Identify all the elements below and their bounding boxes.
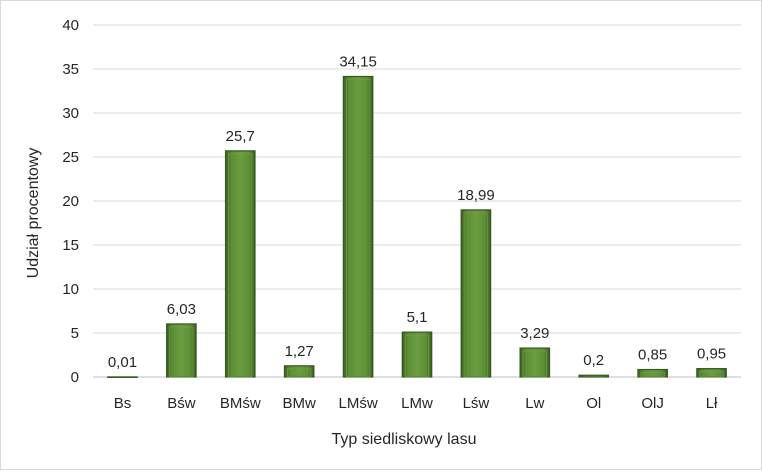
x-axis-title: Typ siedliskowy lasu xyxy=(332,431,477,448)
bar-body xyxy=(107,376,138,379)
bar-body xyxy=(224,150,256,378)
bar xyxy=(166,323,197,378)
bar xyxy=(401,331,433,378)
bars xyxy=(107,75,727,379)
data-label: 25,7 xyxy=(226,128,255,145)
x-tick-label: Bs xyxy=(114,395,132,412)
data-label: 6,03 xyxy=(167,301,196,318)
bar xyxy=(696,368,727,378)
y-tick-label: 40 xyxy=(62,17,79,34)
bar-body xyxy=(342,75,374,378)
bar-bevel xyxy=(286,368,312,378)
data-label: 1,27 xyxy=(285,343,314,360)
bar xyxy=(224,150,256,378)
x-axis-ticks: Bs Bśw BMśw BMw LMśw LMw Lśw Lw Ol OlJ Lł xyxy=(114,395,718,412)
bar-bevel xyxy=(640,372,665,378)
bar xyxy=(283,365,315,378)
bar-body xyxy=(166,323,197,378)
y-tick-label: 20 xyxy=(62,193,79,210)
x-tick-label: BMw xyxy=(283,395,317,412)
bar xyxy=(107,376,138,379)
bar xyxy=(460,209,492,378)
bar xyxy=(637,368,668,378)
data-label: 18,99 xyxy=(457,187,495,204)
x-tick-label: Bśw xyxy=(167,395,196,412)
y-tick-label: 10 xyxy=(62,281,79,298)
bar-bevel xyxy=(522,350,548,378)
bar-bevel xyxy=(404,334,430,378)
y-tick-label: 25 xyxy=(62,149,79,166)
x-tick-label: LMw xyxy=(401,395,433,412)
x-tick-label: LMśw xyxy=(339,395,378,412)
bar xyxy=(519,347,551,378)
data-label: 3,29 xyxy=(520,325,549,342)
bar-body xyxy=(519,347,551,378)
y-tick-label: 35 xyxy=(62,61,79,78)
bar-body xyxy=(283,365,315,378)
y-tick-label: 5 xyxy=(71,325,79,342)
bar-body xyxy=(696,368,727,378)
x-tick-label: BMśw xyxy=(220,395,261,412)
x-tick-label: Lw xyxy=(525,395,544,412)
data-label: 0,85 xyxy=(638,347,667,364)
bar-body xyxy=(637,368,668,378)
bar-body xyxy=(578,374,610,378)
data-label: 34,15 xyxy=(339,53,377,70)
bar-bevel xyxy=(228,153,253,378)
x-tick-label: Lł xyxy=(706,395,718,412)
bar-bevel xyxy=(169,326,194,378)
x-tick-label: Ol xyxy=(586,395,601,412)
bar xyxy=(578,374,610,378)
data-label: 0,01 xyxy=(108,354,137,371)
gridlines xyxy=(93,24,741,378)
bar-body xyxy=(460,209,492,378)
bar-body xyxy=(401,331,433,378)
data-label: 0,2 xyxy=(583,352,604,369)
x-tick-label: Lśw xyxy=(463,395,490,412)
bar-bevel xyxy=(699,371,724,378)
data-labels: 0,01 6,03 25,7 1,27 34,15 5,1 18,99 3,29 0,2 0,85… xyxy=(108,53,726,370)
bar-bevel xyxy=(345,78,371,378)
y-tick-label: 0 xyxy=(71,369,79,386)
bar-bevel xyxy=(463,212,489,378)
y-axis-title: Udział procentowy xyxy=(25,148,42,279)
data-label: 0,95 xyxy=(697,346,726,363)
y-tick-label: 15 xyxy=(62,237,79,254)
data-label: 5,1 xyxy=(407,309,428,326)
y-axis-ticks: 0 5 10 15 20 25 30 35 40 xyxy=(62,17,79,386)
y-tick-label: 30 xyxy=(62,105,79,122)
x-tick-label: OlJ xyxy=(641,395,664,412)
bar xyxy=(342,75,374,378)
